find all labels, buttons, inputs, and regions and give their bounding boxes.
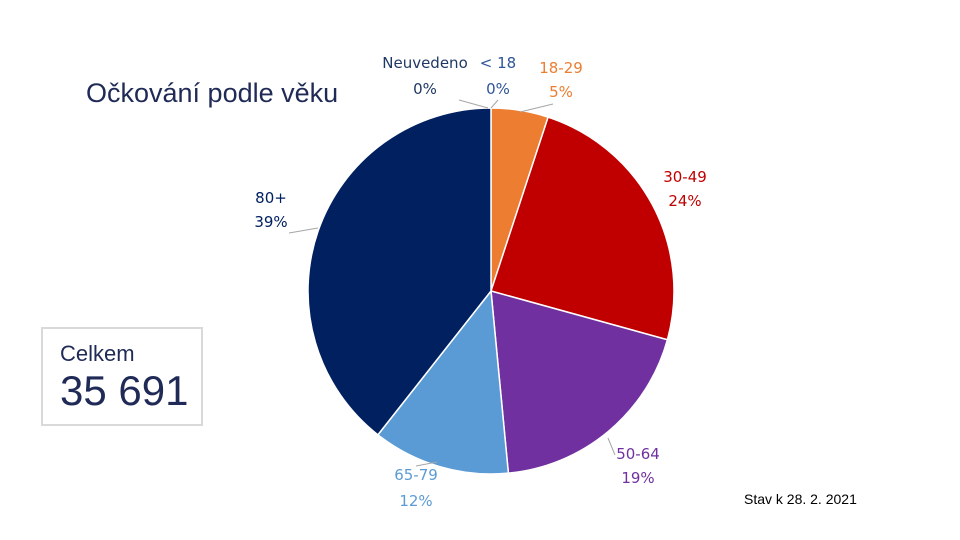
pie-slice-65-79 [376,289,510,475]
slice-label-name: 65-79 [394,466,438,484]
slice-label-name: < 18 [480,54,516,72]
pie-slices [307,107,675,475]
leader-lines [288,99,616,467]
as-of-date: Stav k 28. 2. 2021 [744,491,857,507]
leader-line [607,437,616,456]
pie-slice-30-49 [490,116,675,341]
slice-label-percent: 5% [549,83,573,101]
leader-line [519,103,554,113]
slice-label-name: 50-64 [616,445,660,463]
slice-label-name: 18-29 [539,59,583,77]
slice-label-name: Neuvedeno [382,54,468,72]
slice-label-name: 30-49 [663,168,707,186]
slice-label-percent: 19% [621,469,654,487]
total-value: 35 691 [60,367,189,414]
chart-title: Očkování podle věku [86,78,339,108]
slice-label-percent: 0% [413,80,437,98]
leader-line [458,99,489,109]
slice-label-name: 80+ [255,189,287,207]
slice-label-percent: 24% [668,192,701,210]
slice-label-percent: 0% [486,80,510,98]
total-box: Celkem 35 691 [41,327,203,426]
pie-slice-80- [307,107,492,436]
slice-labels: Neuvedeno 0% < 18 0% 18-29 5% 30-49 24% 50-64 19%… [254,54,706,510]
leader-line [288,227,319,234]
slice-label-percent: 12% [399,492,432,510]
total-label: Celkem [60,341,135,366]
slice-label-percent: 39% [254,213,287,231]
pie-slice-50-64 [490,289,669,474]
leader-line [490,99,499,109]
leader-line [415,461,438,467]
